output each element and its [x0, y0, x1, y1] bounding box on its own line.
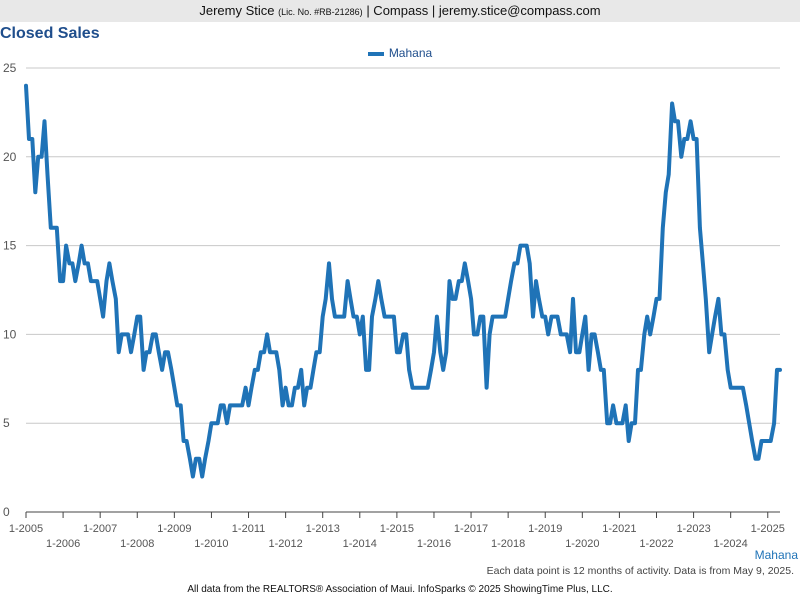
y-tick-label: 20 [3, 150, 17, 164]
x-tick-label: 1-2007 [83, 523, 117, 535]
agent-info-bar: Jeremy Stice (Lic. No. #RB-21286) | Comp… [0, 0, 800, 22]
brokerage-name: | Compass | [366, 3, 436, 18]
agent-license: (Lic. No. #RB-21286) [278, 7, 363, 17]
x-tick-label: 1-2020 [565, 538, 599, 550]
x-tick-label: 1-2012 [268, 538, 302, 550]
y-tick-label: 5 [3, 416, 10, 430]
chart-title: Closed Sales [0, 25, 100, 42]
y-tick-label: 15 [3, 239, 17, 253]
agent-name: Jeremy Stice [199, 3, 275, 18]
legend-swatch [367, 51, 384, 56]
footnote: Each data point is 12 months of activity… [486, 565, 794, 577]
x-tick-label: 1-2018 [491, 538, 525, 550]
x-tick-label: 1-2005 [9, 523, 43, 535]
credits: All data from the REALTORS® Association … [187, 584, 613, 595]
x-tick-label: 1-2006 [46, 538, 80, 550]
x-tick-label: 1-2017 [454, 523, 488, 535]
x-tick-label: 1-2022 [639, 538, 673, 550]
series-end-label: Mahana [754, 548, 798, 562]
x-tick-label: 1-2014 [343, 538, 377, 550]
agent-email[interactable]: jeremy.stice@compass.com [438, 3, 601, 18]
chart-legend: Mahana [0, 46, 800, 60]
x-tick-label: 1-2013 [306, 523, 340, 535]
x-tick-label: 1-2019 [528, 523, 562, 535]
series-line-mahana [24, 83, 782, 479]
x-tick-label: 1-2015 [380, 523, 414, 535]
x-tick-label: 1-2010 [194, 538, 228, 550]
legend-label: Mahana [388, 46, 433, 60]
y-tick-label: 10 [3, 327, 17, 341]
y-tick-label: 25 [3, 61, 17, 75]
x-tick-label: 1-2025 [751, 523, 785, 535]
y-tick-label: 0 [3, 505, 10, 519]
x-tick-label: 1-2009 [157, 523, 191, 535]
x-tick-label: 1-2021 [602, 523, 636, 535]
x-tick-label: 1-2008 [120, 538, 154, 550]
x-tick-label: 1-2011 [232, 523, 265, 535]
x-tick-label: 1-2024 [714, 538, 748, 550]
x-tick-label: 1-2016 [417, 538, 451, 550]
x-tick-label: 1-2023 [676, 523, 710, 535]
